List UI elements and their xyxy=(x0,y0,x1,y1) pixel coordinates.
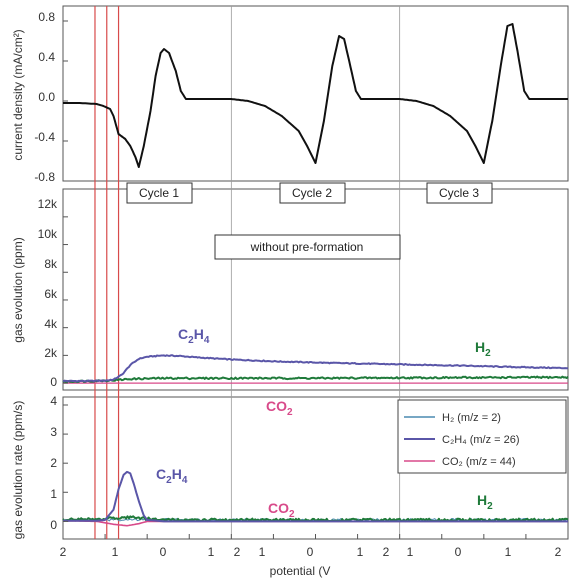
xtick-label: 1 xyxy=(505,545,512,559)
xtick-label: 1 xyxy=(259,545,266,559)
top-ytick-label: -0.4 xyxy=(34,130,55,144)
cycle-3-box xyxy=(426,182,493,204)
bottom-c2h4-label: C2H4 xyxy=(156,466,188,486)
legend-label-h2: H₂ (m/z = 2) xyxy=(442,412,501,424)
annotation-text: without pre-formation xyxy=(250,240,364,254)
bottom-plot xyxy=(62,470,569,527)
middle-plot xyxy=(62,354,569,384)
xtick-label: 2 xyxy=(234,545,241,559)
bottom-h2-label: H2 xyxy=(477,492,493,512)
legend-label-c2h4: C₂H₄ (m/z = 26) xyxy=(442,434,520,446)
xtick-label: 1 xyxy=(357,545,364,559)
middle-h2-label: H2 xyxy=(475,339,491,359)
middle-ylabel: gas evolution (ppm) xyxy=(11,237,25,342)
middle-ytick-label: 2k xyxy=(44,346,58,360)
middle-c2h4-label: C2H4 xyxy=(178,326,210,346)
c-h-m-z-26--series-line xyxy=(63,470,568,523)
bottom-ytick-label: 2 xyxy=(50,456,57,470)
bottom-ytick-label: 3 xyxy=(50,425,57,439)
top-series-line xyxy=(63,23,568,168)
middle-ytick-label: 10k xyxy=(38,227,58,241)
annotation-box xyxy=(214,234,401,260)
cycle-1-label: Cycle 1 xyxy=(139,186,179,200)
middle-ytick-label: 4k xyxy=(44,317,58,331)
bottom-ytick-label: 0 xyxy=(50,518,57,532)
bottom-ytick-label: 1 xyxy=(50,487,57,501)
middle-co2-label: CO2 xyxy=(266,398,293,418)
bottom-ylabel: gas evolution rate (ppm/s) xyxy=(11,401,25,540)
middle-ytick-label: 12k xyxy=(38,197,58,211)
middle-ytick-label: 8k xyxy=(44,257,58,271)
top-plot xyxy=(63,23,568,168)
top-ytick-label: 0.8 xyxy=(38,10,55,24)
bottom-co2-label: CO2 xyxy=(268,500,295,520)
xtick-label: 0 xyxy=(307,545,314,559)
middle-ytick-label: 6k xyxy=(44,287,58,301)
top-ytick-label: 0.0 xyxy=(38,90,55,104)
xtick-label: 0 xyxy=(160,545,167,559)
xlabel: potential (V xyxy=(270,564,331,578)
cycle-1-box xyxy=(126,182,193,204)
xtick-label: 1 xyxy=(112,545,119,559)
top-panel-frame xyxy=(62,5,569,182)
top-ylabel: current density (mA/cm²) xyxy=(11,29,25,160)
xtick-label: 2 xyxy=(383,545,390,559)
cycle-3-label: Cycle 3 xyxy=(439,186,479,200)
c2h4-series-line xyxy=(62,354,568,383)
xtick-label: 1 xyxy=(208,545,215,559)
xtick-label: 0 xyxy=(455,545,462,559)
top-ytick-label: 0.4 xyxy=(38,50,55,64)
axis-ticks xyxy=(62,20,569,539)
middle-ytick-label: 0 xyxy=(50,375,57,389)
cycle-2-box xyxy=(279,182,346,204)
xtick-label: 1 xyxy=(407,545,414,559)
h2-series-line xyxy=(62,375,569,384)
xtick-label: 2 xyxy=(60,545,67,559)
legend-label-co2: CO₂ (m/z = 44) xyxy=(442,456,516,468)
xtick-label: 2 xyxy=(555,545,562,559)
cycle-2-label: Cycle 2 xyxy=(292,186,332,200)
top-ytick-label: -0.8 xyxy=(34,170,55,184)
legend: H₂ (m/z = 2) C₂H₄ (m/z = 26) CO₂ (m/z = … xyxy=(397,399,567,474)
bottom-ytick-label: 4 xyxy=(50,394,57,408)
